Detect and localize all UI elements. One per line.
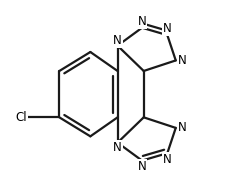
Text: N: N (178, 54, 187, 67)
Text: N: N (113, 34, 122, 47)
Text: N: N (163, 153, 172, 166)
Text: Cl: Cl (15, 111, 27, 124)
Text: N: N (138, 160, 146, 173)
Text: N: N (163, 22, 172, 35)
Text: N: N (138, 15, 146, 28)
Text: N: N (113, 141, 122, 155)
Text: N: N (178, 121, 187, 134)
